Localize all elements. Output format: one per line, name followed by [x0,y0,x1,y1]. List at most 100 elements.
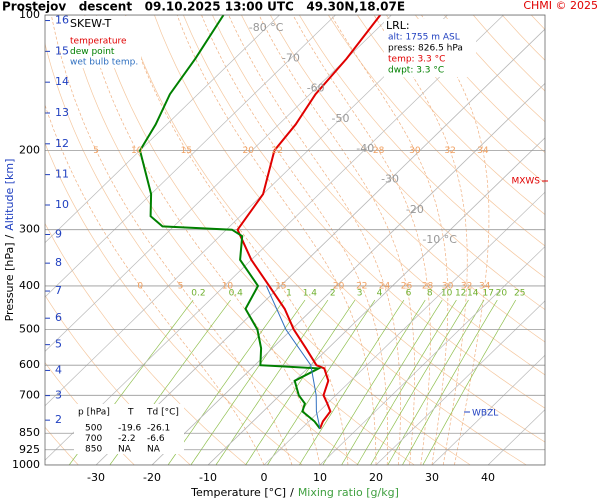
adiabat-label: 30 [409,146,421,156]
y-axis-title-part: / [3,234,16,238]
profile-line [265,285,321,429]
profile-line [138,15,323,430]
y-tick-label: 200 [19,143,40,156]
x-tick-label: 10 [313,471,327,484]
altitude-tick-label: 11 [55,168,69,181]
profile-line [236,15,382,429]
x-tick-label: 40 [481,471,495,484]
x-tick-label: -30 [87,471,105,484]
altitude-tick-label: 16 [55,14,69,27]
adiabat-label: 10 [222,281,234,291]
dry-adiabat [269,15,545,311]
lrl-line: LRL: [386,19,410,32]
altitude-tick-label: 12 [55,137,69,150]
isotherm [431,354,545,465]
moist-adiabat [50,15,293,465]
y-tick-label: 925 [19,443,40,456]
mixing-ratio-label: 6 [406,289,412,299]
x-tick-label: 20 [369,471,383,484]
legend-entry: dew point [70,47,115,57]
altitude-tick-label: 4 [55,363,62,376]
mixing-ratio-line [190,299,306,465]
adiabat-label: 5 [178,281,184,291]
y-axis-title: Pressure [hPa] / Altitude [km] [3,159,16,322]
y-tick-label: 1000 [12,458,40,471]
adiabat-label: 15 [181,146,192,156]
mixing-ratio-label: 10 [441,289,453,299]
table-cell: NA [147,445,161,455]
isotherm [45,15,280,244]
credit: CHMI © 2025 [523,0,598,12]
mixing-ratio-label: 12 [455,289,466,299]
altitude-tick-label: 13 [55,106,69,119]
adiabat-label: 20 [243,146,255,156]
lrl-box [384,19,476,77]
adiabat-label: 34 [479,281,491,291]
isotherm-label: -80 °C [249,21,284,34]
mixing-ratio-label: 8 [427,289,433,299]
adiabat-label: 34 [477,146,489,156]
x-tick-label: -20 [143,471,161,484]
mixing-ratio-label: 20 [496,289,508,299]
y-axis-title-part: Pressure [hPa] [3,242,16,321]
mixing-ratio-line [267,299,376,465]
isotherm [95,28,545,465]
adiabat-label: 26 [401,281,413,291]
table-header: T [127,408,134,418]
table-header: Td [°C] [146,408,179,418]
table-header: p [hPa] [78,408,110,418]
wbzl-label: WBZL [472,409,498,419]
adiabat-label: 24 [379,281,391,291]
mixing-ratio-line [341,299,443,465]
adiabat-label: 5 [93,146,99,156]
altitude-tick-label: 8 [55,256,62,269]
dry-adiabat [183,15,545,409]
dry-adiabat [560,15,600,465]
isotherm-label: -30 [381,173,399,186]
dry-adiabat [299,15,545,279]
isotherm-label: -40 [356,142,374,155]
isotherm [45,15,504,461]
dry-adiabat [357,15,545,215]
isotherm [207,137,545,465]
mixing-ratio-line [422,299,517,465]
mixing-ratio-label: 25 [514,289,525,299]
mixing-ratio-line [387,299,485,465]
altitude-tick-label: 9 [55,227,62,240]
adiabat-label: 0 [137,281,143,291]
table-cell: 700 [85,434,102,444]
dry-adiabat [212,15,545,376]
isotherm [45,15,392,352]
mixing-ratio-line [299,299,405,465]
isotherm [263,191,545,465]
mixing-ratio-line [370,299,469,465]
isotherm-label: -50 [331,112,349,125]
mixing-ratio-label: 1.4 [303,289,318,299]
altitude-tick-label: 5 [55,338,62,351]
overlay: 0 5 10 15 20 22 24 26 28 30 32 345 10 15 20 22 28 30 32 340… [3,8,548,499]
altitude-tick-label: 7 [55,284,62,297]
mxws-label: MXWS [511,177,540,187]
adiabat-label: 32 [461,281,472,291]
x-tick-label: 0 [261,471,268,484]
lrl-line: temp: 3.3 °C [388,55,445,65]
y-tick-label: 500 [19,323,40,336]
mixing-ratio-label: 0.4 [229,289,244,299]
table-cell: -6.6 [147,434,165,444]
mixing-ratio-label: 1 [286,289,292,299]
x-axis-title-part: Mixing ratio [g/kg] [298,486,399,499]
legend-title: SKEW-T [70,17,112,30]
isotherm [151,82,545,465]
mixing-ratio-line [245,299,356,465]
mixing-ratio-label: 3 [357,289,363,299]
isotherm [45,15,336,298]
table-cell: -19.6 [118,424,142,434]
mixing-ratio-line [402,299,498,465]
table-cell: -2.2 [118,434,136,444]
mixing-ratio-label: 2 [330,289,336,299]
table-cell: 500 [85,424,102,434]
mixing-ratio-label: 4 [377,289,383,299]
x-tick-label: -10 [199,471,217,484]
altitude-tick-label: 6 [55,311,62,324]
x-axis-title: Temperature [°C] / Mixing ratio [g/kg] [190,486,399,499]
